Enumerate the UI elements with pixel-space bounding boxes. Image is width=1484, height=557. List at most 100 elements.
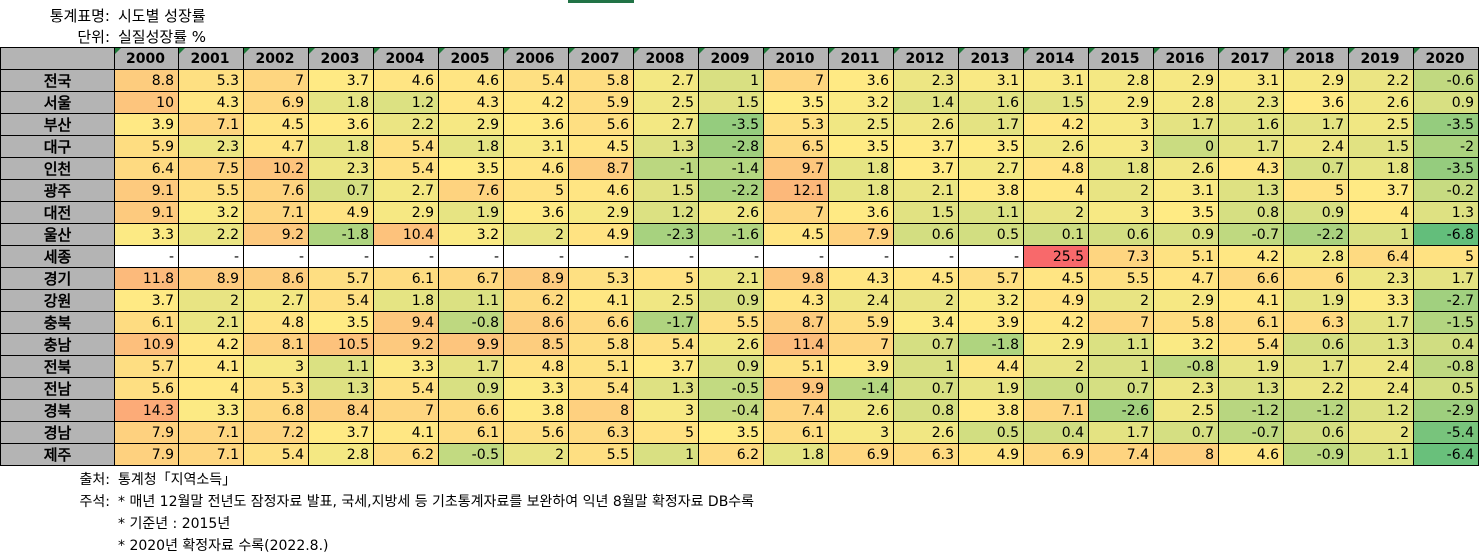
value-cell[interactable]: 2 — [178, 289, 244, 312]
year-header-2017[interactable]: 2017 — [1218, 47, 1284, 70]
value-cell[interactable]: 6.1 — [438, 421, 504, 444]
value-cell[interactable]: 4.2 — [1023, 113, 1089, 136]
value-cell[interactable]: 1.8 — [828, 179, 894, 202]
value-cell[interactable]: 7.4 — [1088, 443, 1154, 466]
value-cell[interactable]: 1.3 — [1218, 377, 1284, 400]
value-cell[interactable]: 7.5 — [178, 157, 244, 180]
value-cell[interactable]: 5.5 — [1088, 267, 1154, 290]
value-cell[interactable]: 1.6 — [1218, 113, 1284, 136]
value-cell[interactable]: 3.4 — [893, 311, 959, 334]
value-cell[interactable]: 5 — [1283, 179, 1349, 202]
value-cell[interactable]: 5.7 — [958, 267, 1024, 290]
year-header-2012[interactable]: 2012 — [893, 47, 959, 70]
year-header-2018[interactable]: 2018 — [1283, 47, 1349, 70]
value-cell[interactable]: 2.5 — [633, 91, 699, 114]
value-cell[interactable]: -0.8 — [1413, 355, 1479, 378]
value-cell[interactable]: 6.3 — [1283, 311, 1349, 334]
value-cell[interactable]: 5.7 — [114, 355, 179, 378]
year-header-2009[interactable]: 2009 — [698, 47, 764, 70]
value-cell[interactable]: -0.9 — [1283, 443, 1349, 466]
value-cell[interactable]: 3.8 — [503, 399, 569, 422]
value-cell[interactable]: 10.4 — [373, 223, 439, 246]
value-cell[interactable]: 5 — [503, 179, 569, 202]
value-cell[interactable]: 1.4 — [893, 91, 959, 114]
value-cell[interactable]: 2.3 — [1218, 91, 1284, 114]
value-cell[interactable]: 1.3 — [633, 377, 699, 400]
value-cell[interactable]: 3.5 — [438, 157, 504, 180]
value-cell[interactable]: - — [958, 245, 1024, 268]
value-cell[interactable]: 6.1 — [1218, 311, 1284, 334]
value-cell[interactable]: 7.4 — [763, 399, 829, 422]
value-cell[interactable]: 2.9 — [373, 201, 439, 224]
value-cell[interactable]: 0.6 — [893, 223, 959, 246]
value-cell[interactable]: 10.5 — [308, 333, 374, 356]
region-cell[interactable]: 인천 — [0, 157, 115, 180]
value-cell[interactable]: 2.9 — [438, 113, 504, 136]
value-cell[interactable]: 9.4 — [373, 311, 439, 334]
value-cell[interactable]: 1.8 — [308, 91, 374, 114]
value-cell[interactable]: 1.5 — [893, 201, 959, 224]
value-cell[interactable]: 2.9 — [568, 201, 634, 224]
value-cell[interactable]: 1.8 — [1348, 157, 1414, 180]
value-cell[interactable]: 8.7 — [763, 311, 829, 334]
value-cell[interactable]: 4.6 — [438, 69, 504, 92]
unit-value[interactable]: 실질성장률 % — [118, 28, 207, 46]
value-cell[interactable]: 1.8 — [828, 157, 894, 180]
value-cell[interactable]: 3.6 — [503, 201, 569, 224]
value-cell[interactable]: 6.2 — [503, 289, 569, 312]
value-cell[interactable]: 1.7 — [1413, 267, 1479, 290]
value-cell[interactable]: 2.6 — [1348, 91, 1414, 114]
value-cell[interactable]: 1 — [1348, 223, 1414, 246]
value-cell[interactable]: 4.3 — [438, 91, 504, 114]
value-cell[interactable]: 1.3 — [1218, 179, 1284, 202]
value-cell[interactable]: 7 — [243, 69, 309, 92]
note-line-1[interactable]: * 매년 12월말 전년도 잠정자료 발표, 국세,지방세 등 기초통계자료를 … — [118, 494, 755, 510]
value-cell[interactable]: 2.7 — [633, 113, 699, 136]
region-cell[interactable]: 충남 — [0, 333, 115, 356]
value-cell[interactable]: 2.3 — [178, 135, 244, 158]
value-cell[interactable]: 5.1 — [568, 355, 634, 378]
value-cell[interactable]: 6.7 — [438, 267, 504, 290]
table-title-value[interactable]: 시도별 성장률 — [118, 7, 206, 25]
value-cell[interactable]: 3.1 — [958, 69, 1024, 92]
value-cell[interactable]: 5.7 — [308, 267, 374, 290]
value-cell[interactable]: 5.4 — [373, 377, 439, 400]
value-cell[interactable]: 5.5 — [698, 311, 764, 334]
value-cell[interactable]: 2.6 — [698, 201, 764, 224]
value-cell[interactable]: 5.6 — [568, 113, 634, 136]
value-cell[interactable]: - — [503, 245, 569, 268]
value-cell[interactable]: 5.6 — [503, 421, 569, 444]
value-cell[interactable]: 4.2 — [178, 333, 244, 356]
value-cell[interactable]: 0.7 — [1153, 421, 1219, 444]
value-cell[interactable]: 8.9 — [503, 267, 569, 290]
value-cell[interactable]: -2.2 — [1283, 223, 1349, 246]
value-cell[interactable]: 0.8 — [893, 399, 959, 422]
value-cell[interactable]: 1.9 — [1218, 355, 1284, 378]
value-cell[interactable]: 4.6 — [1218, 443, 1284, 466]
value-cell[interactable]: 9.1 — [114, 201, 179, 224]
value-cell[interactable]: 2.9 — [1153, 69, 1219, 92]
value-cell[interactable]: 1.8 — [763, 443, 829, 466]
value-cell[interactable]: -0.7 — [1218, 421, 1284, 444]
value-cell[interactable]: 1.2 — [373, 91, 439, 114]
value-cell[interactable]: 5.4 — [373, 157, 439, 180]
value-cell[interactable]: 6.5 — [763, 135, 829, 158]
value-cell[interactable]: 2 — [1023, 355, 1089, 378]
value-cell[interactable]: 3.3 — [114, 223, 179, 246]
value-cell[interactable]: 2.9 — [1088, 91, 1154, 114]
value-cell[interactable]: 3.6 — [828, 201, 894, 224]
value-cell[interactable]: 1.1 — [1088, 333, 1154, 356]
value-cell[interactable]: 2.8 — [1153, 91, 1219, 114]
value-cell[interactable]: -0.5 — [698, 377, 764, 400]
value-cell[interactable]: 7 — [1088, 311, 1154, 334]
value-cell[interactable]: 2.6 — [828, 399, 894, 422]
value-cell[interactable]: 8.6 — [503, 311, 569, 334]
value-cell[interactable]: 4.5 — [893, 267, 959, 290]
value-cell[interactable]: -0.2 — [1413, 179, 1479, 202]
region-cell[interactable]: 전남 — [0, 377, 115, 400]
value-cell[interactable]: 6.3 — [893, 443, 959, 466]
value-cell[interactable]: 2.1 — [178, 311, 244, 334]
value-cell[interactable]: - — [633, 245, 699, 268]
value-cell[interactable]: 2.8 — [308, 443, 374, 466]
value-cell[interactable]: 3 — [633, 399, 699, 422]
